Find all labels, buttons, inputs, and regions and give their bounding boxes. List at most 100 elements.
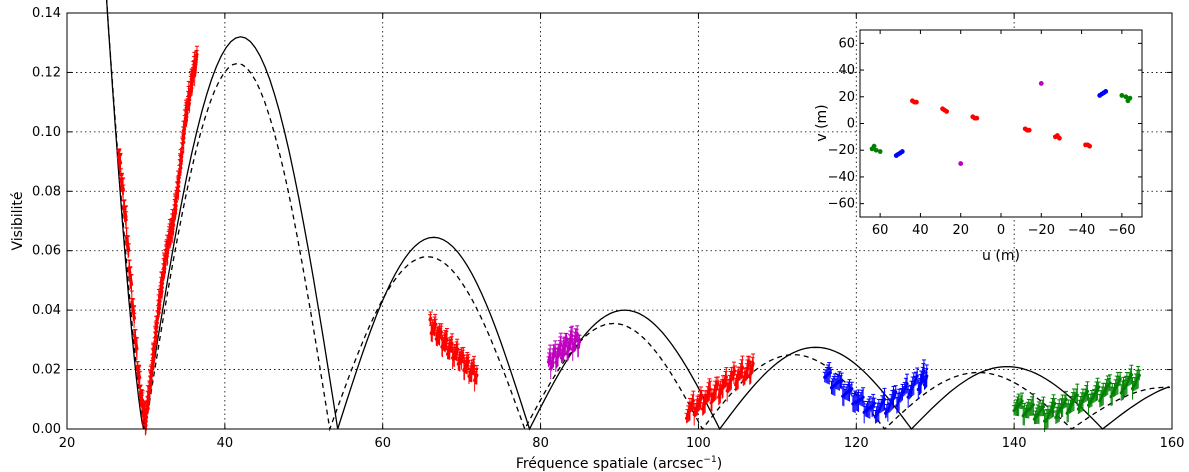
data-point	[733, 369, 737, 373]
inset-y-tick-label: 20	[838, 90, 855, 105]
data-point	[121, 188, 125, 192]
inset-y-tick-label: 40	[838, 63, 855, 78]
data-point	[132, 316, 136, 320]
data-point	[439, 330, 443, 334]
x-tick-label: 60	[374, 436, 391, 451]
data-point	[429, 316, 433, 321]
uv-point	[974, 115, 980, 121]
data-point	[850, 387, 854, 391]
inset-y-tick-label: −20	[828, 143, 855, 158]
data-point	[1129, 373, 1134, 377]
y-axis-label: Visibilité	[10, 191, 26, 250]
inset-x-tick-label: 20	[952, 223, 969, 238]
data-point	[450, 341, 454, 345]
data-point	[724, 375, 728, 379]
uv-point	[1026, 127, 1032, 133]
inset-y-tick-label: 0	[847, 117, 855, 132]
solid-model-curve	[105, 0, 1170, 431]
data-point	[828, 371, 832, 375]
data-point	[135, 347, 139, 351]
inset-x-tick-label: −60	[1108, 223, 1135, 238]
inset-y-tick-label: −60	[828, 197, 855, 212]
data-point	[1020, 399, 1024, 403]
uv-point	[1087, 143, 1093, 149]
uv-point	[1123, 94, 1129, 100]
uv-point	[869, 146, 875, 152]
data-point	[434, 322, 438, 326]
y-tick-label: 0.12	[32, 65, 61, 80]
inset-y-tick-label: −40	[828, 170, 855, 185]
data-point	[922, 369, 926, 373]
x-tick-label: 40	[217, 436, 234, 451]
uv-point	[1119, 93, 1125, 98]
data-point	[548, 352, 552, 357]
inset-y-axis-label: v (m)	[814, 104, 830, 141]
uv-point	[877, 149, 883, 154]
y-tick-label: 0.08	[32, 184, 61, 199]
data-point	[124, 218, 128, 222]
x-tick-label: 120	[844, 436, 869, 451]
uv-point	[958, 161, 964, 166]
uv-point	[1127, 95, 1133, 101]
inset-x-tick-label: 0	[997, 223, 1005, 238]
y-tick-label: 0.10	[32, 125, 61, 140]
dashed-model-curve	[105, 0, 1171, 432]
data-point	[1137, 373, 1141, 377]
data-point	[740, 365, 745, 369]
x-axis-label: Fréquence spatiale (arcsec−1)	[516, 455, 722, 472]
uv-point	[1038, 81, 1044, 86]
data-point	[840, 379, 844, 383]
data-point	[1053, 402, 1057, 406]
uv-point	[873, 147, 879, 153]
data-point	[1118, 377, 1122, 381]
inset-x-tick-label: 60	[872, 223, 889, 238]
x-tick-label: 160	[1160, 436, 1185, 451]
data-point	[472, 364, 476, 368]
data-point	[716, 381, 720, 386]
x-tick-label: 20	[59, 436, 76, 451]
data-point	[1041, 404, 1046, 409]
data-point	[461, 353, 465, 358]
uv-point	[893, 153, 899, 158]
uv-point	[1097, 93, 1103, 98]
data-point	[751, 361, 755, 366]
y-tick-label: 0.02	[32, 363, 61, 378]
data-point	[691, 399, 695, 403]
data-point	[577, 340, 582, 344]
data-point	[925, 374, 929, 378]
x-tick-label: 80	[532, 436, 549, 451]
data-point	[138, 376, 142, 380]
x-tick-label: 100	[686, 436, 711, 451]
uv-point	[944, 109, 950, 114]
data-point	[127, 248, 131, 252]
data-point	[466, 359, 471, 363]
y-tick-label: 0.04	[32, 303, 61, 318]
y-tick-label: 0.06	[32, 244, 61, 259]
data-point	[915, 374, 919, 378]
uv-point	[1103, 89, 1109, 94]
data-point	[905, 382, 909, 386]
main-plot-frame	[66, 12, 1173, 430]
inset-x-axis-label: u (m)	[982, 248, 1020, 264]
uv-point	[899, 149, 905, 154]
y-tick-label: 0.14	[32, 6, 61, 21]
uv-point	[940, 106, 945, 112]
uv-point	[909, 98, 915, 104]
inset-y-tick-label: 60	[838, 36, 855, 51]
data-point	[195, 52, 199, 56]
data-point	[1097, 385, 1101, 389]
data-point	[559, 342, 563, 346]
uv-point	[1057, 135, 1062, 141]
data-point	[1031, 403, 1035, 407]
data-point	[129, 282, 134, 286]
data-point	[570, 334, 574, 338]
inset-x-tick-label: 40	[912, 223, 929, 238]
inset-x-tick-label: −20	[1028, 223, 1055, 238]
data-point	[872, 401, 876, 405]
uv-point	[1022, 126, 1028, 132]
inset-x-tick-label: −40	[1068, 223, 1095, 238]
y-tick-label: 0.00	[32, 422, 61, 437]
data-point	[564, 338, 569, 342]
